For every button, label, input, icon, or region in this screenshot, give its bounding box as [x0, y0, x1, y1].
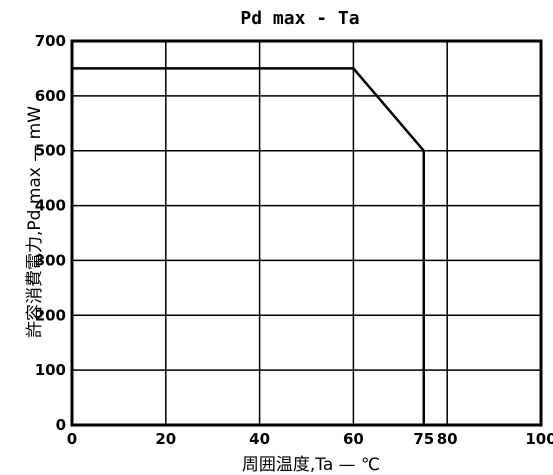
x-tick-label: 60	[343, 430, 364, 448]
y-axis-label: 許容消費電力,Pd max — mW	[25, 106, 45, 338]
series-layer	[72, 67, 425, 425]
x-tick-label: 75	[413, 430, 434, 448]
chart-title: Pd max - Ta	[240, 8, 359, 29]
x-tick-label: 20	[155, 430, 176, 448]
y-tick-label: 0	[56, 416, 66, 434]
x-tick-label: 40	[249, 430, 270, 448]
grid	[71, 40, 542, 426]
y-tick-label: 200	[35, 306, 66, 324]
tick-labels: 0 100 200 300 400 500 600 700 0 20 40 60 75 80 100	[35, 32, 553, 448]
x-tick-label: 80	[437, 430, 458, 448]
y-tick-label: 600	[35, 87, 66, 105]
plot-frame	[70, 39, 543, 427]
y-tick-label: 700	[35, 32, 66, 50]
x-axis-label: 周囲温度,Ta — ℃	[242, 455, 380, 475]
y-tick-label: 300	[35, 251, 66, 269]
series-line	[72, 67, 425, 425]
y-tick-label: 500	[35, 142, 66, 160]
y-tick-label: 100	[35, 361, 66, 379]
y-tick-label: 400	[35, 197, 66, 215]
x-tick-label: 100	[525, 430, 553, 448]
x-tick-label: 0	[67, 430, 77, 448]
